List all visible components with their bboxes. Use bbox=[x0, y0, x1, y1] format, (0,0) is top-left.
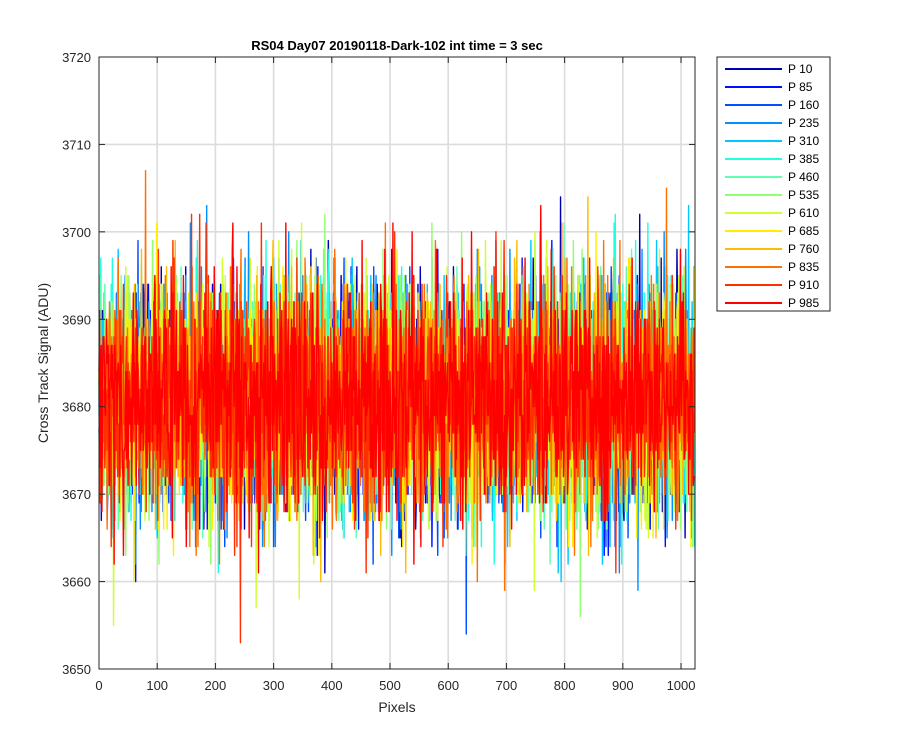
y-tick-label: 3650 bbox=[62, 662, 91, 677]
x-tick-label: 400 bbox=[321, 678, 343, 693]
series-group bbox=[98, 169, 696, 644]
x-tick-label: 1000 bbox=[667, 678, 696, 693]
y-tick-label: 3690 bbox=[62, 312, 91, 327]
series-line-p985 bbox=[98, 204, 695, 574]
x-tick-label: 700 bbox=[496, 678, 518, 693]
legend-label: P 610 bbox=[788, 206, 819, 220]
legend-label: P 760 bbox=[788, 242, 819, 256]
legend-label: P 685 bbox=[788, 224, 819, 238]
y-tick-label: 3660 bbox=[62, 575, 91, 590]
x-tick-label: 500 bbox=[379, 678, 401, 693]
legend-label: P 160 bbox=[788, 98, 819, 112]
x-tick-label: 300 bbox=[263, 678, 285, 693]
legend-box bbox=[716, 56, 831, 312]
axis-ticks: 0 100 200 300 400 500 600 700 800 900 1000 3650 3660… bbox=[62, 50, 695, 693]
legend-label: P 310 bbox=[788, 134, 819, 148]
legend-label: P 985 bbox=[788, 296, 819, 310]
y-tick-label: 3720 bbox=[62, 50, 91, 65]
legend-label: P 10 bbox=[788, 62, 813, 76]
x-tick-label: 100 bbox=[146, 678, 168, 693]
chart-title: RS04 Day07 20190118-Dark-102 int time = … bbox=[251, 38, 543, 53]
legend-label: P 835 bbox=[788, 260, 819, 274]
x-axis-label: Pixels bbox=[378, 699, 415, 715]
legend-label: P 235 bbox=[788, 116, 819, 130]
legend-label: P 85 bbox=[788, 80, 813, 94]
axes-box bbox=[98, 56, 696, 670]
legend-label: P 385 bbox=[788, 152, 819, 166]
x-tick-label: 0 bbox=[95, 678, 102, 693]
legend: P 10 P 85 P 160 P 235 P 310 P 385 P 460 P 535 P … bbox=[716, 56, 831, 312]
x-tick-label: 800 bbox=[554, 678, 576, 693]
y-tick-label: 3670 bbox=[62, 487, 91, 502]
y-tick-label: 3700 bbox=[62, 225, 91, 240]
legend-label: P 910 bbox=[788, 278, 819, 292]
y-tick-label: 3710 bbox=[62, 137, 91, 152]
x-tick-label: 200 bbox=[205, 678, 227, 693]
y-axis-label: Cross Track Signal (ADU) bbox=[35, 283, 51, 443]
legend-label: P 535 bbox=[788, 188, 819, 202]
x-tick-label: 600 bbox=[437, 678, 459, 693]
legend-label: P 460 bbox=[788, 170, 819, 184]
x-tick-label: 900 bbox=[612, 678, 634, 693]
y-tick-label: 3680 bbox=[62, 400, 91, 415]
